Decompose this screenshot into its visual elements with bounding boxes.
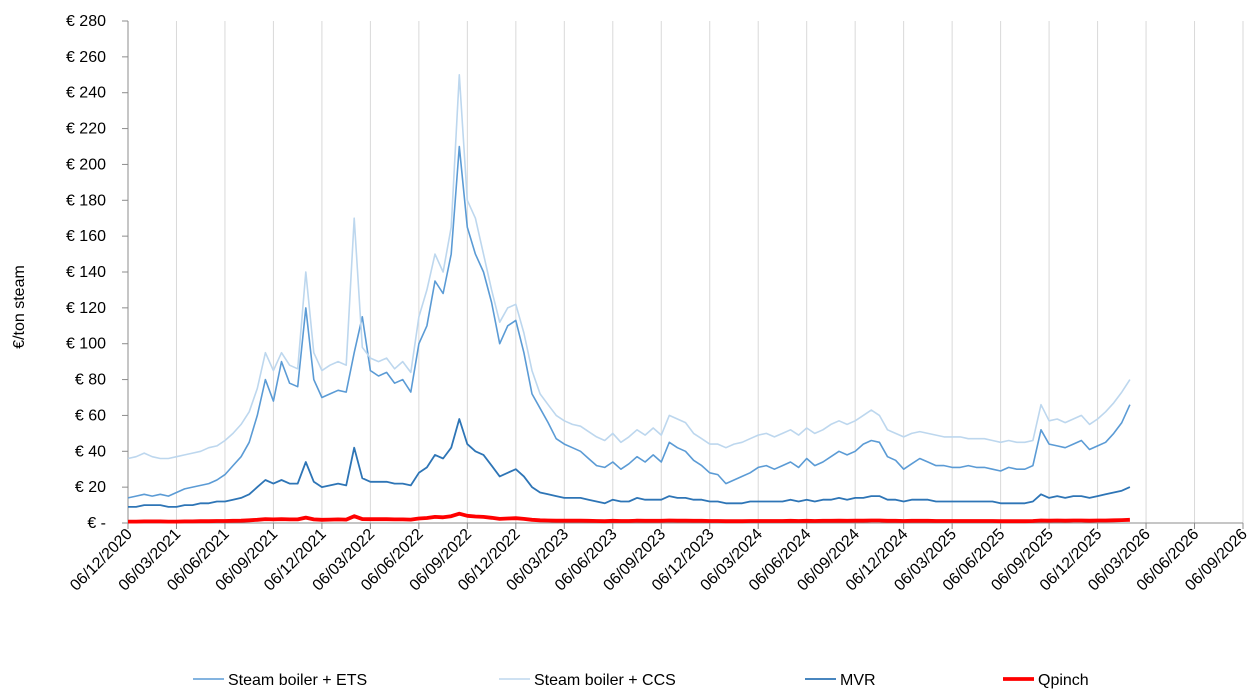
x-axis: 06/12/202006/03/202106/06/202106/09/2021… <box>67 522 1251 594</box>
legend-label: Steam boiler + ETS <box>228 672 367 689</box>
legend-item: Steam boiler + ETS <box>193 672 367 689</box>
series-line-2 <box>127 74 1131 460</box>
y-tick-label: € 280 <box>66 13 106 30</box>
y-tick-label: € 120 <box>66 300 106 317</box>
y-tick-label: € 220 <box>66 121 106 138</box>
vertical-gridlines <box>175 21 1244 523</box>
y-tick-label: € 160 <box>66 228 106 245</box>
y-tick-label: € 80 <box>75 372 106 389</box>
legend-label: Steam boiler + CCS <box>534 672 676 689</box>
series-line-1 <box>127 145 1131 499</box>
legend-item: MVR <box>805 672 876 689</box>
y-tick-label: € 100 <box>66 336 106 353</box>
y-axis: € - € 20 € 40 € 60 € 80 € 100 € 120 € 140 € 160 €… <box>66 13 129 532</box>
series-line-4 <box>128 511 1130 524</box>
y-tick-label: € 40 <box>75 443 106 460</box>
y-axis-label: €/ton steam <box>11 265 28 349</box>
legend-item: Steam boiler + CCS <box>499 672 676 689</box>
legend-label: Qpinch <box>1038 672 1089 689</box>
y-tick-label: € 240 <box>66 85 106 102</box>
series-lines <box>127 74 1131 524</box>
y-tick-label: € 200 <box>66 156 106 173</box>
legend: Steam boiler + ETS Steam boiler + CCS MVR Q… <box>193 672 1089 689</box>
legend-label: MVR <box>840 672 876 689</box>
y-tick-label: € 20 <box>75 479 106 496</box>
y-tick-label: € 140 <box>66 264 106 281</box>
y-tick-label: € 180 <box>66 192 106 209</box>
y-tick-label: € - <box>87 515 106 532</box>
series-line-3 <box>128 418 1131 508</box>
y-tick-label: € 260 <box>66 49 106 66</box>
legend-item: Qpinch <box>1003 672 1089 689</box>
y-tick-label: € 60 <box>75 407 106 424</box>
